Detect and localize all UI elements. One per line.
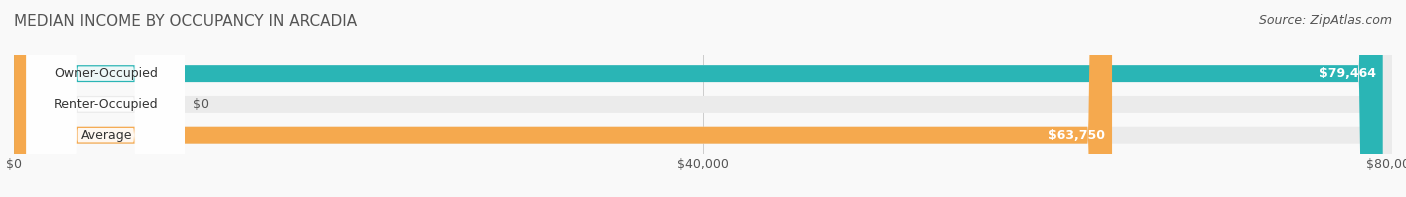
Text: $0: $0 [193, 98, 209, 111]
FancyBboxPatch shape [27, 0, 186, 197]
Text: Source: ZipAtlas.com: Source: ZipAtlas.com [1258, 14, 1392, 27]
FancyBboxPatch shape [27, 0, 186, 197]
FancyBboxPatch shape [14, 0, 1392, 197]
Text: Owner-Occupied: Owner-Occupied [55, 67, 159, 80]
FancyBboxPatch shape [14, 0, 1392, 197]
Text: $79,464: $79,464 [1319, 67, 1376, 80]
FancyBboxPatch shape [27, 0, 186, 197]
FancyBboxPatch shape [14, 0, 1382, 197]
FancyBboxPatch shape [14, 0, 1112, 197]
FancyBboxPatch shape [14, 0, 1392, 197]
Text: $63,750: $63,750 [1047, 129, 1105, 142]
Text: Average: Average [80, 129, 132, 142]
Text: Renter-Occupied: Renter-Occupied [53, 98, 159, 111]
Text: MEDIAN INCOME BY OCCUPANCY IN ARCADIA: MEDIAN INCOME BY OCCUPANCY IN ARCADIA [14, 14, 357, 29]
